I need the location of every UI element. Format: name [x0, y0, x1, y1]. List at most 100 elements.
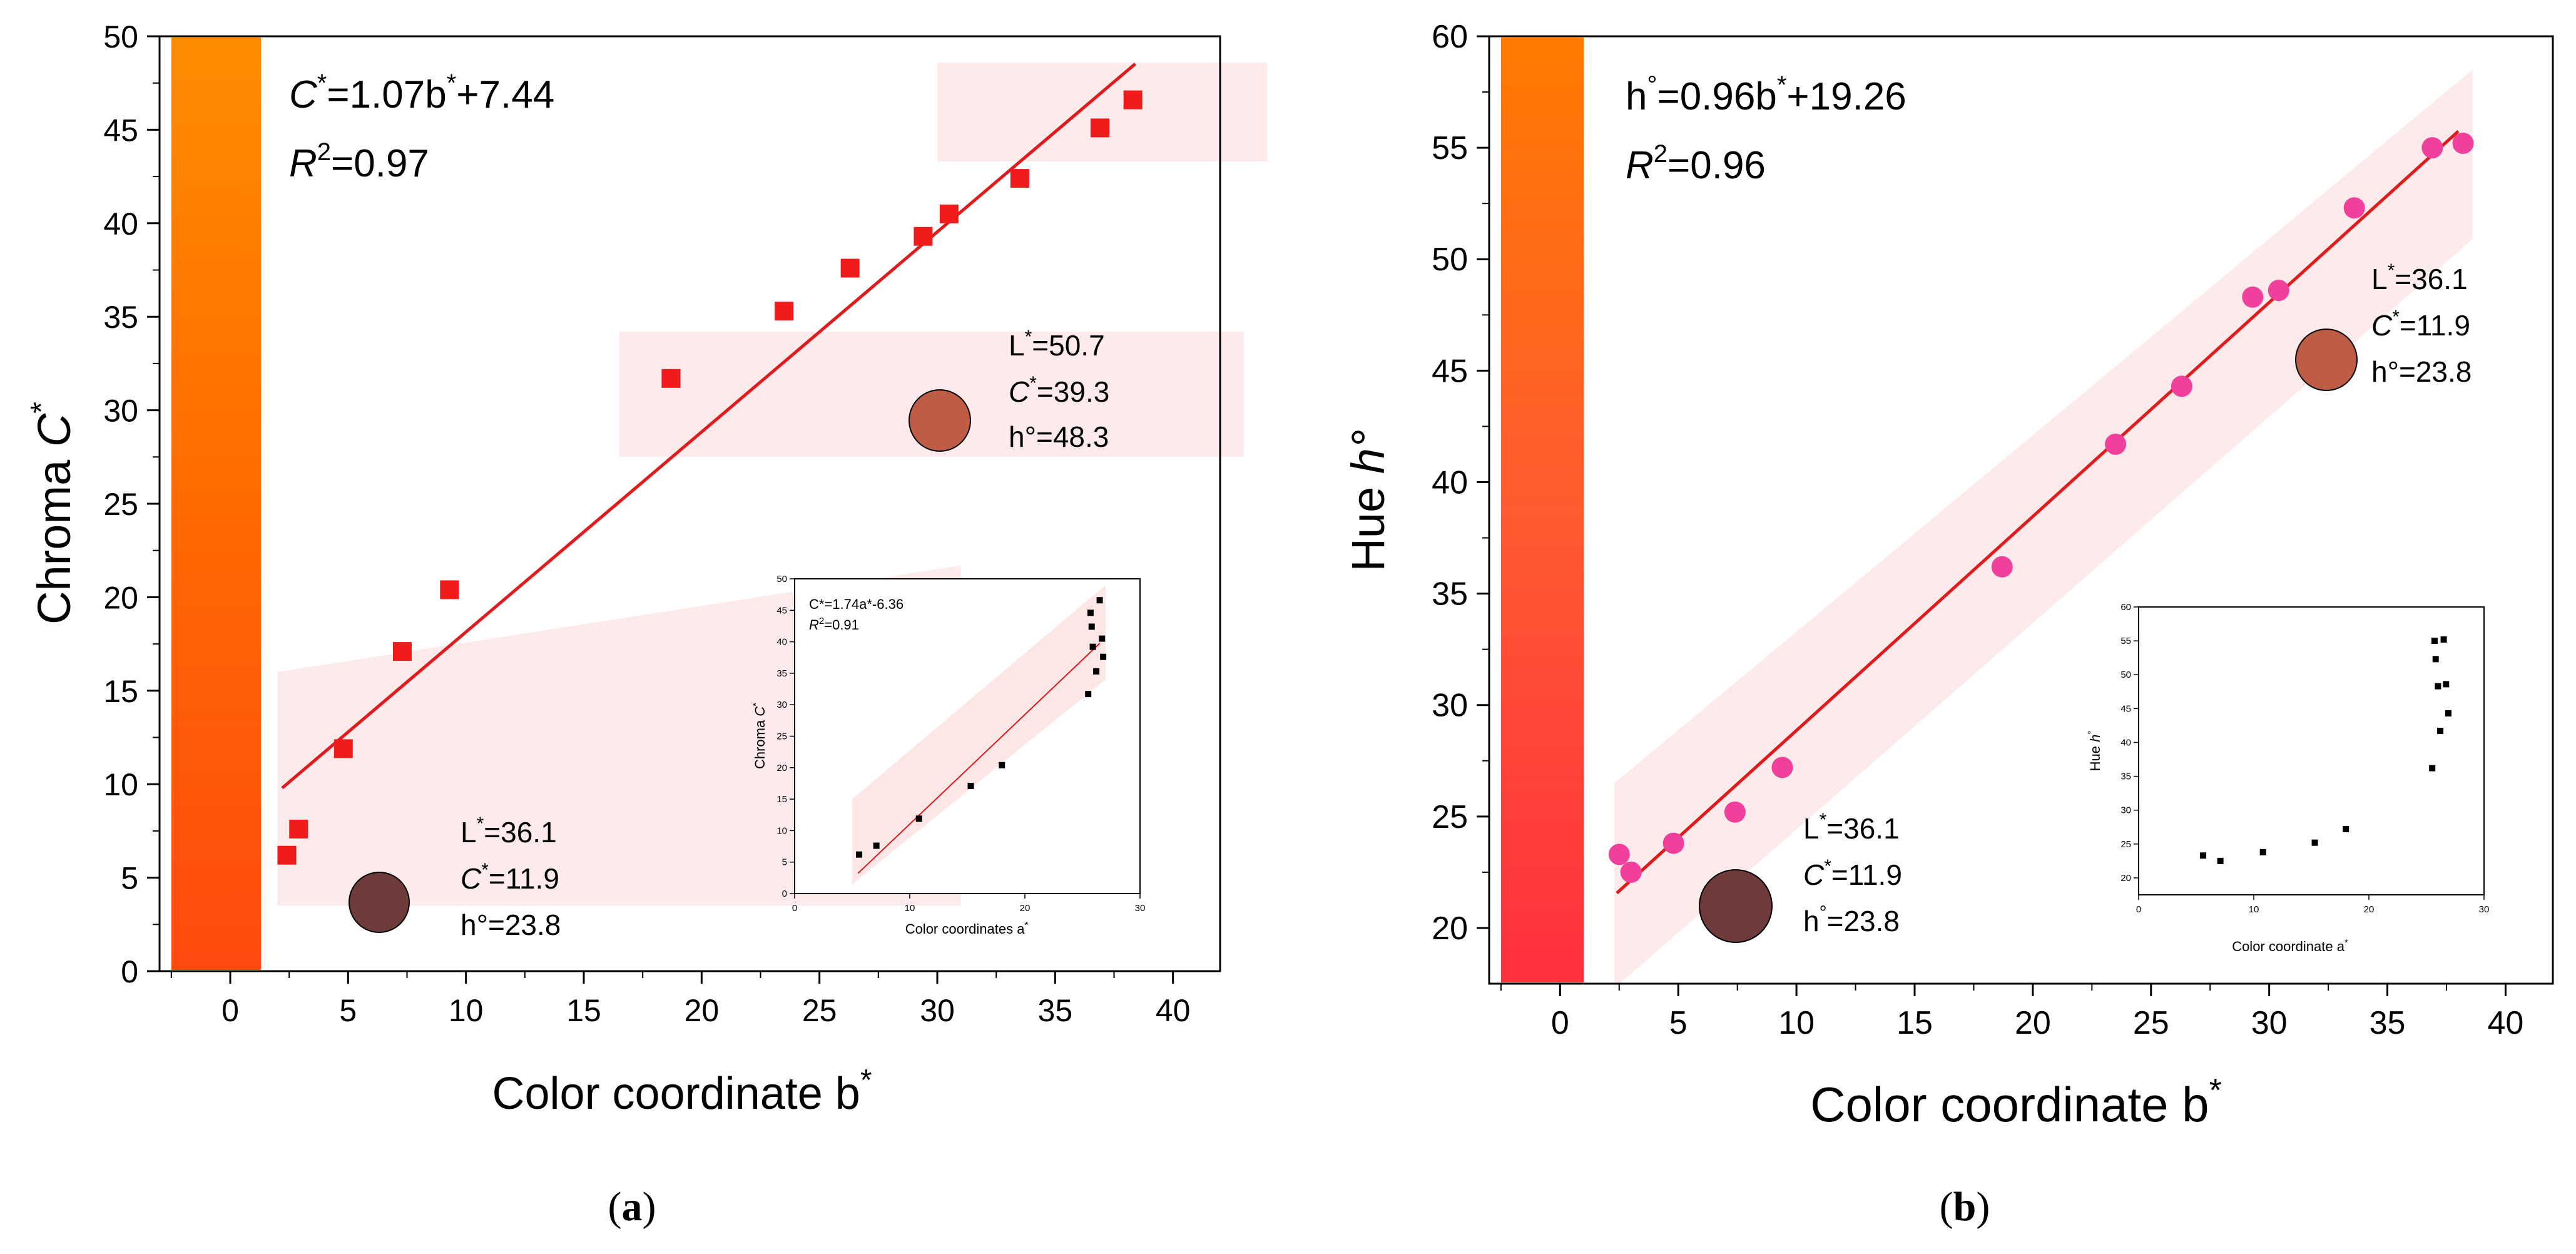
y-tick-label: 60 [1432, 19, 1468, 55]
inset-x-tick-label: 10 [2249, 904, 2259, 915]
inset-equation: C*=1.74a*-6.36 [809, 596, 904, 612]
y-axis-label: Hue h° [1342, 429, 1394, 571]
x-tick-label: 35 [2370, 1005, 2406, 1041]
inset-x-ticks: 0 10 20 30 [792, 894, 1146, 914]
y-tick-label: 50 [1432, 242, 1468, 278]
inset-data-point [2435, 683, 2441, 690]
inset-data-point [1085, 691, 1092, 698]
inset-band [852, 585, 1106, 884]
x-axis-label: Color coordinate b* [1810, 1073, 2222, 1132]
data-point [1010, 169, 1029, 188]
inset-x-tick-label: 20 [2364, 904, 2375, 915]
y-axis-label: Chroma C* [25, 402, 80, 624]
color-swatch-light [2295, 329, 2358, 391]
inset-data-point [2445, 710, 2451, 716]
inset-x-tick-label: 30 [1135, 903, 1146, 914]
inset-x-axis-label: Color coordinates a* [905, 920, 1029, 937]
fit-line-group [1616, 130, 2460, 895]
x-tick-label: 40 [2488, 1005, 2524, 1041]
data-point [775, 302, 794, 321]
data-point [440, 580, 459, 599]
y-tick-label: 45 [1432, 353, 1468, 389]
data-point [939, 204, 959, 223]
inset-data-point [2429, 765, 2436, 772]
inset-data-points [2200, 636, 2451, 864]
inset-data-point [2200, 852, 2207, 859]
inset-y-tick-label: 15 [776, 794, 787, 805]
data-point [289, 819, 308, 839]
plot-frame [1488, 35, 2554, 985]
color-swatch-dark [349, 872, 410, 933]
data-point [914, 227, 933, 246]
inset-data-point [856, 851, 863, 858]
annotation-left-line-2: C*=11.9 [461, 860, 559, 895]
inset-data-point [2443, 681, 2450, 688]
inset-y-tick-label: 45 [2120, 703, 2131, 714]
data-point [2452, 132, 2474, 154]
inset-frame [2138, 606, 2485, 895]
x-axis-ticks: 0 5 10 15 20 25 30 35 40 [170, 971, 1190, 1028]
color-swatch-light [909, 389, 971, 452]
confidence-band-1 [277, 565, 961, 906]
inset-y-tick-label: 50 [776, 574, 787, 584]
x-tick-label: 20 [685, 993, 720, 1028]
inset-y-tick-label: 35 [2120, 772, 2131, 782]
x-tick-label: 20 [2015, 1005, 2051, 1041]
y-axis-ticks: 20 25 30 35 40 45 50 55 60 [1432, 19, 1489, 947]
y-tick-label: 35 [1432, 576, 1468, 613]
inset-data-point [2437, 728, 2444, 735]
data-point [333, 739, 353, 758]
data-point [2105, 433, 2127, 455]
x-tick-label: 5 [339, 993, 357, 1028]
inset-r-squared: R2=0.91 [809, 616, 859, 633]
inset-background [2121, 601, 2497, 901]
data-point [1123, 90, 1143, 110]
annotation-right-line-3: h°=48.3 [1009, 421, 1109, 453]
x-tick-label: 30 [2251, 1005, 2288, 1041]
inset-x-axis-label: Color coordinate a* [2232, 937, 2348, 954]
y-tick-label: 15 [103, 674, 138, 709]
fit-line [281, 63, 1137, 790]
inset-y-tick-label: 45 [776, 605, 787, 616]
inset-x-tick-label: 0 [792, 903, 797, 914]
panel-label-a: (a) [608, 1184, 656, 1230]
x-tick-label: 30 [920, 993, 955, 1028]
inset-y-tick-label: 20 [776, 763, 787, 773]
inset-y-tick-label: 30 [2120, 805, 2131, 816]
y-axis-ticks: 0 5 10 15 20 25 30 35 40 45 50 [103, 19, 160, 989]
inset-x-tick-label: 10 [905, 903, 915, 914]
inset-data-points [856, 597, 1107, 858]
inset-data-point [2343, 826, 2349, 833]
data-point [2421, 137, 2443, 159]
inset-y-tick-label: 55 [2120, 636, 2131, 646]
inset-y-tick-label: 25 [776, 732, 787, 742]
inset-data-point [1093, 668, 1100, 675]
inset-data-point [1100, 653, 1107, 660]
inset-y-ticks: 0 5 10 15 20 25 30 35 40 45 50 [776, 574, 795, 899]
data-point [277, 845, 297, 865]
data-point [392, 642, 412, 661]
y-tick-label: 10 [103, 767, 138, 802]
inset-data-point [2440, 636, 2447, 643]
annotation-left-line-1: L*=36.1 [1803, 810, 1900, 845]
data-point [2171, 375, 2192, 397]
inset-x-tick-label: 20 [1020, 903, 1031, 914]
inset-y-tick-label: 40 [2120, 737, 2131, 748]
data-point [1620, 861, 1642, 883]
y-tick-label: 20 [1432, 910, 1468, 947]
inset-data-point [915, 815, 922, 822]
y-tick-label: 30 [103, 394, 138, 429]
y-tick-label: 30 [1432, 688, 1468, 724]
x-axis-ticks: 0 5 10 15 20 25 30 35 40 [1500, 984, 2524, 1041]
data-point [1608, 844, 1630, 865]
data-point [2242, 286, 2264, 308]
data-point [2343, 197, 2365, 219]
fit-line-group [281, 63, 1137, 790]
inset-confidence-band [852, 585, 1106, 884]
y-tick-label: 20 [103, 580, 138, 615]
color-gradient-strip [171, 38, 261, 970]
x-tick-label: 25 [802, 993, 837, 1028]
inset-data-point [2431, 638, 2438, 645]
inset-fit-line [857, 643, 1101, 874]
data-points [277, 90, 1143, 865]
